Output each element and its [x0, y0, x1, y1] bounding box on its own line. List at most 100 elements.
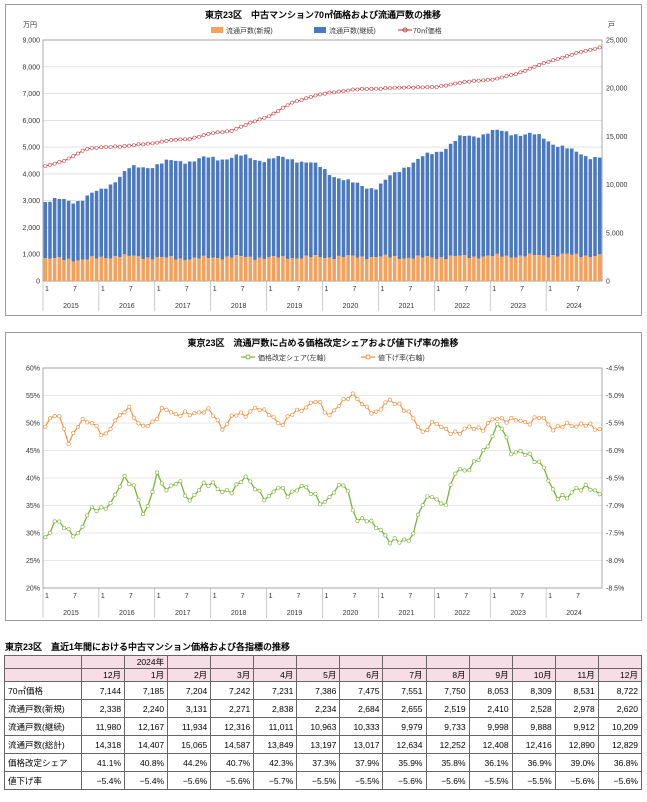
chart2-left-tick: 35% [26, 503, 40, 510]
chart2-cut-marker [406, 409, 411, 414]
chart1-bar-new [430, 257, 434, 281]
table-cell: 44.2% [167, 753, 212, 772]
chart1-price-marker [257, 117, 262, 122]
chart1-legend-label: 流通戸数(新規) [226, 26, 273, 35]
chart2-share-marker [271, 489, 276, 494]
chart2-share-marker [85, 513, 90, 518]
table-cell: 13,197 [296, 735, 341, 754]
chart2-cut-marker [378, 407, 383, 412]
chart1-price-marker [565, 54, 569, 58]
chart1-title: 東京23区 中古マンション70㎡価格および流通戸数の推移 [205, 9, 441, 20]
chart2-month-tick: 1 [213, 593, 217, 600]
table-cell: 35.8% [425, 753, 470, 772]
chart1-bar-new [462, 255, 467, 281]
chart1-bar-new [220, 259, 225, 281]
chart1-left-tick: 1,000 [22, 252, 40, 259]
table-cell: 14,318 [80, 735, 126, 754]
chart1-price-marker [350, 87, 355, 92]
table-cell: 12,167 [124, 717, 169, 736]
chart1-price-marker [103, 144, 108, 149]
chart1-bar-continuing [565, 148, 569, 254]
chart2-year-label: 2015 [63, 610, 79, 617]
table-year-row: 2024年 [4, 655, 643, 669]
chart2-share-marker [103, 506, 108, 511]
chart1-plot-frame [42, 39, 603, 282]
chart1-bar-new [248, 256, 253, 281]
chart1-bar-continuing [132, 165, 136, 256]
chart2-share-marker [47, 530, 52, 535]
chart2-cut-marker [197, 410, 202, 415]
table-cell: 7,204 [167, 681, 212, 700]
chart1-price-marker [225, 129, 229, 134]
chart1-bar-new [136, 256, 141, 281]
table-column-header: 3月 [210, 668, 255, 682]
chart1-price-marker [527, 66, 532, 71]
chart1-legend-label: 流通戸数(継続) [329, 26, 376, 35]
chart1-bar-continuing [574, 151, 579, 254]
chart1-left-tick: 9,000 [22, 38, 40, 45]
table-cell: −5.6% [210, 771, 255, 790]
chart2-share-marker [537, 459, 542, 464]
chart2-cut-marker [425, 427, 430, 432]
chart1-bar-new [85, 259, 90, 281]
chart2-cut-marker [173, 412, 178, 417]
chart2-cut-marker [569, 424, 574, 429]
chart1-bar-continuing [85, 195, 90, 260]
chart2-cut-marker [201, 410, 206, 415]
chart1-bar-continuing [486, 133, 490, 256]
table-cell: 12,634 [382, 735, 427, 754]
chart1-year-label: 2020 [343, 303, 359, 310]
chart1-month-tick: 7 [464, 286, 468, 293]
chart1-month-tick: 1 [213, 286, 217, 293]
chart2-cut-marker [71, 430, 76, 435]
chart1-price-marker [416, 85, 420, 90]
chart1-bar-new [150, 259, 155, 281]
table-cell: 7,386 [296, 681, 341, 700]
table-row: 流通戸数(新規) 2,338 2,240 3,131 2,271 2,838 2,234 2,… [4, 699, 643, 718]
chart2-cut-marker [141, 423, 146, 428]
chart2-cut-marker [574, 424, 579, 429]
chart2-month-tick: 7 [352, 593, 356, 600]
chart1-price-marker [76, 151, 80, 156]
chart2-share-marker [555, 497, 560, 502]
chart1-price-marker [313, 93, 318, 98]
chart1-price-marker [108, 145, 113, 149]
chart1-bar-new [467, 258, 472, 281]
chart1-left-tick: 6,000 [22, 118, 40, 125]
table-title: 東京23区 直近1年間における中古マンション価格および各指標の推移 [5, 642, 291, 652]
chart1-price-marker [248, 120, 253, 125]
chart1-bar-continuing [500, 130, 504, 257]
chart2-cut-marker [183, 409, 188, 414]
chart2-cut-marker [322, 410, 327, 415]
chart1-price-marker [267, 114, 271, 119]
chart1-bar-continuing [183, 163, 187, 261]
chart2-share-marker [457, 467, 462, 472]
chart1-price-marker [322, 91, 327, 96]
chart1-month-tick: 1 [101, 286, 105, 293]
table-cell: −5.6% [597, 771, 643, 790]
chart1-bar-continuing [122, 171, 127, 255]
chart2-cut-marker [341, 396, 346, 401]
chart1-bar-continuing [504, 131, 509, 256]
chart2-cut-marker [187, 413, 192, 418]
table-cell: −5.5% [296, 771, 341, 790]
table-row-label: 流通戸数(継続) [4, 717, 82, 736]
table-year-cell [80, 655, 126, 669]
table-row: 価格改定シェア 41.1% 40.8% 44.2% 40.7% 42.3% 37.3% 37.… [4, 753, 643, 772]
table-year-cell [554, 655, 599, 669]
chart1-bar-continuing [71, 203, 76, 262]
chart1-price-marker [341, 89, 346, 94]
chart1-bar-new [392, 256, 397, 281]
chart1-bar-continuing [551, 144, 555, 256]
chart2-cut-marker [350, 391, 355, 396]
table-header-row: 12月 1月 2月 3月 4月 5月 6月 7月 8月 9月 10月 11月 12月 [4, 668, 643, 682]
chart1-price-marker [52, 161, 57, 166]
table-cell: −5.6% [554, 771, 599, 790]
chart2-cut-marker [332, 408, 337, 413]
chart2-share-marker [593, 488, 598, 493]
chart2-share-marker [215, 487, 220, 492]
chart2-share-marker [495, 422, 500, 427]
chart2-cut-marker [61, 426, 66, 431]
chart2-share-marker [252, 487, 257, 492]
chart1-bar-continuing [113, 182, 117, 257]
